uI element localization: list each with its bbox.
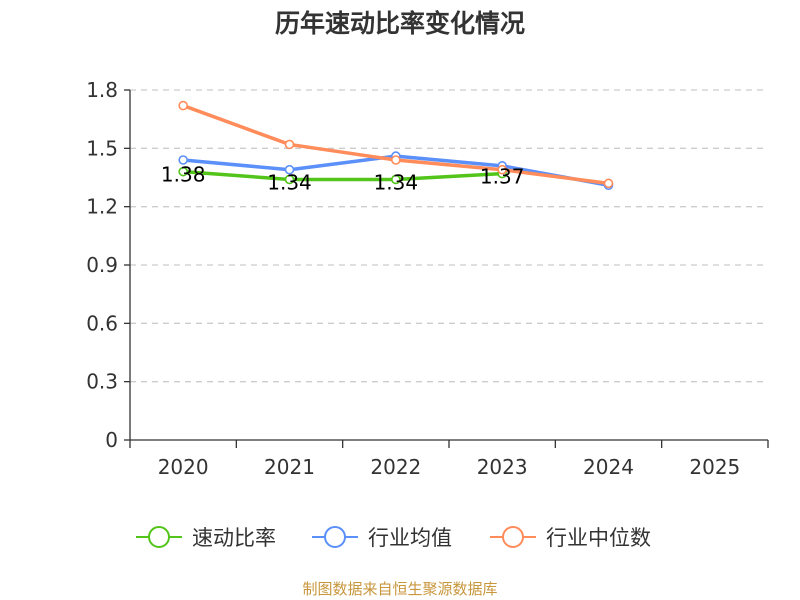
- y-tick-label: 0: [105, 428, 118, 452]
- y-tick-label: 0.9: [86, 253, 118, 277]
- legend-marker: [148, 526, 170, 548]
- x-tick-label: 2024: [583, 455, 634, 479]
- legend-item-2[interactable]: 行业中位数: [490, 526, 651, 550]
- x-tick-label: 2021: [264, 455, 315, 479]
- data-point-0: [178, 166, 188, 177]
- x-tick-label: 2020: [158, 455, 209, 479]
- x-tick-label: 2023: [477, 455, 528, 479]
- source-note: 制图数据来自恒生聚源数据库: [302, 580, 498, 598]
- legend-label: 速动比率: [192, 526, 276, 550]
- series-layer: [178, 100, 614, 191]
- legend[interactable]: 速动比率 行业均值 行业中位数: [136, 526, 651, 550]
- grid-layer: [130, 89, 768, 383]
- data-label: 1.34: [374, 170, 419, 194]
- data-label: 1.37: [480, 165, 525, 189]
- data-point-2: [603, 178, 614, 189]
- chart-title: 历年速动比率变化情况: [274, 9, 525, 38]
- axis-layer: 0 0.3 0.6 0.9 1.2 1.5 1.8 2020 2021 2022 2023 2024 2…: [86, 78, 769, 479]
- data-point-0: [284, 174, 295, 185]
- data-label: 1.38: [161, 163, 206, 187]
- y-tick-label: 1.5: [86, 136, 118, 160]
- series-line-0: [181, 169, 504, 182]
- data-point-2: [178, 100, 188, 111]
- data-point-2: [497, 164, 507, 175]
- legend-marker: [324, 526, 346, 548]
- legend-item-1[interactable]: 行业均值: [312, 526, 452, 550]
- data-point-1: [284, 164, 295, 175]
- y-tick-label: 0.3: [86, 370, 118, 394]
- data-label: 1.34: [267, 170, 312, 194]
- y-tick-label: 1.8: [86, 78, 118, 102]
- legend-marker: [502, 526, 524, 548]
- y-tick-label: 1.2: [86, 195, 118, 219]
- legend-item-0[interactable]: 速动比率: [136, 526, 276, 550]
- y-tick-label: 0.6: [86, 311, 118, 335]
- data-point-1: [178, 155, 188, 165]
- x-tick-label: 2025: [689, 455, 740, 479]
- data-point-0: [391, 174, 401, 185]
- data-point-2: [391, 155, 401, 165]
- legend-label: 行业均值: [368, 526, 452, 550]
- label-layer: 1.38 1.34 1.34 1.37: [161, 163, 525, 195]
- legend-label: 行业中位数: [546, 526, 651, 550]
- data-point-2: [284, 139, 295, 150]
- x-tick-label: 2022: [370, 455, 421, 479]
